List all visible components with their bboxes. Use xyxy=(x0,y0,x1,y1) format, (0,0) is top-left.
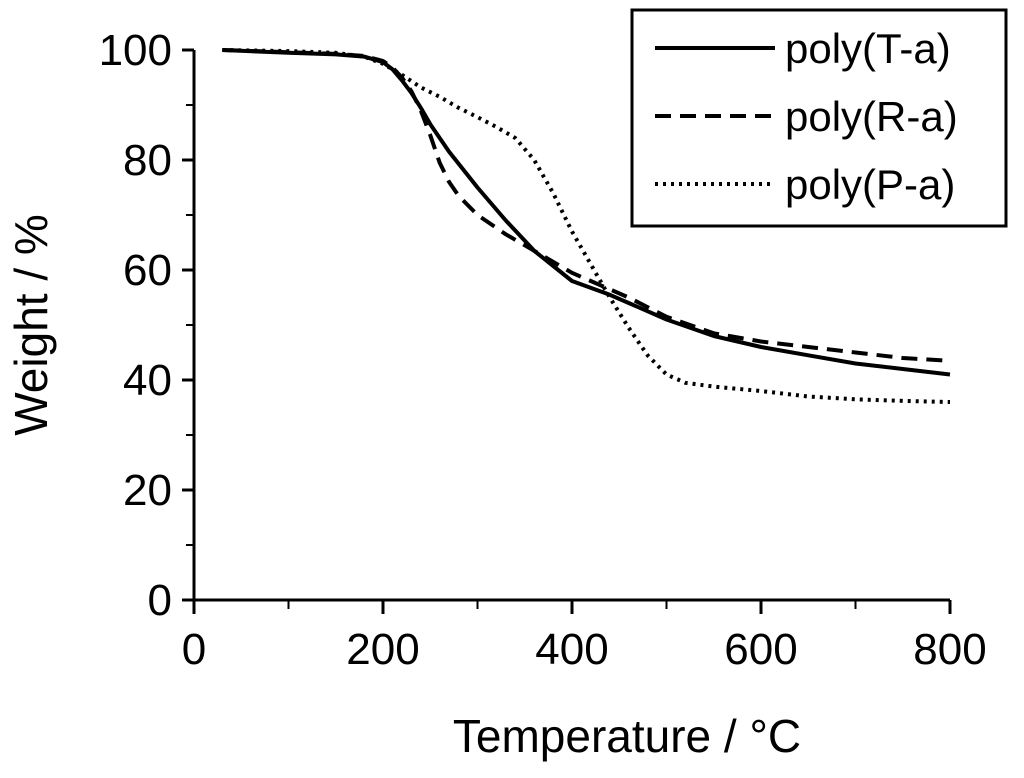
y-tick-label: 0 xyxy=(148,576,172,625)
legend-label-1: poly(T-a) xyxy=(785,25,951,72)
y-tick-label: 40 xyxy=(123,356,172,405)
legend: poly(T-a) poly(R-a) poly(P-a) xyxy=(630,8,1008,228)
x-tick-label: 0 xyxy=(182,625,206,674)
y-axis-title: Weight / % xyxy=(5,214,57,436)
x-tick-label: 800 xyxy=(913,625,986,674)
y-tick-label: 60 xyxy=(123,246,172,295)
x-tick-label: 600 xyxy=(724,625,797,674)
legend-items: poly(T-a) poly(R-a) poly(P-a) xyxy=(655,25,958,208)
axes: 0 20 40 60 80 100 0 200 400 600 800 xyxy=(99,26,987,674)
legend-label-2: poly(R-a) xyxy=(785,93,958,140)
series-line-3 xyxy=(222,48,951,404)
y-tick-label: 100 xyxy=(99,26,172,75)
y-tick-label: 20 xyxy=(123,466,172,515)
series-line-2 xyxy=(222,48,951,363)
plot-series xyxy=(222,48,951,404)
y-tick-label: 80 xyxy=(123,136,172,185)
legend-label-3: poly(P-a) xyxy=(785,161,955,208)
x-axis-title: Temperature / °C xyxy=(453,710,801,762)
x-tick-label: 200 xyxy=(346,625,419,674)
x-tick-label: 400 xyxy=(535,625,608,674)
